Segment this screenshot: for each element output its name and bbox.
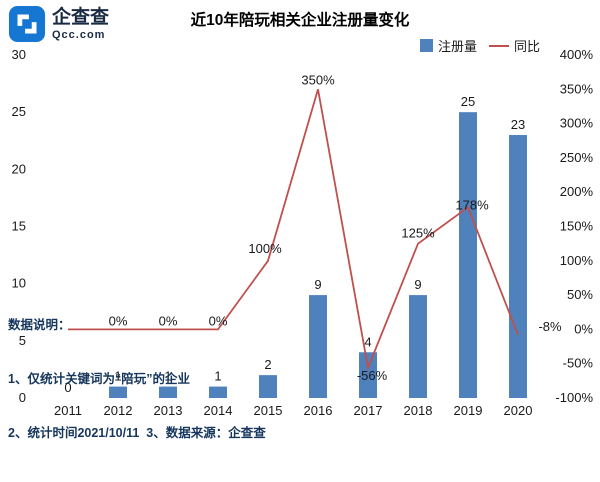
left-axis-tick: 10 <box>12 276 26 291</box>
bar-value-label: 1 <box>164 369 171 384</box>
yoy-value-label: -56% <box>357 368 388 383</box>
left-axis-tick: 5 <box>19 333 26 348</box>
registration-bar <box>159 386 177 398</box>
yoy-line <box>68 89 519 372</box>
bar-value-label: 25 <box>461 94 475 109</box>
right-axis-tick: 250% <box>560 150 594 165</box>
legend-label-registrations: 注册量 <box>437 39 477 54</box>
left-axis-tick: 0 <box>19 390 26 405</box>
bar-value-label: 4 <box>364 334 371 349</box>
registration-bar <box>259 375 277 398</box>
notes-heading: 数据说明： <box>8 318 71 332</box>
left-axis-tick: 20 <box>12 161 26 176</box>
yoy-value-label: 0% <box>209 313 228 328</box>
notes-line2: 2、统计时间2021/10/11 3、数据来源：企查查 <box>8 426 266 440</box>
x-axis-label: 2013 <box>154 403 183 418</box>
right-axis-tick: 200% <box>560 184 594 199</box>
qcc-logo-icon <box>8 5 46 43</box>
registration-bar <box>209 386 227 398</box>
bar-value-label: 2 <box>264 357 271 372</box>
registration-bar <box>359 352 377 398</box>
x-axis-label: 2014 <box>204 403 233 418</box>
registration-bar <box>309 295 327 398</box>
x-axis-label: 2015 <box>254 403 283 418</box>
yoy-value-label: -8% <box>538 319 562 334</box>
x-axis-label: 2020 <box>504 403 533 418</box>
notes-line1: 1、仅统计关键词为“陪玩”的企业 <box>8 372 190 386</box>
bar-value-label: 9 <box>314 277 321 292</box>
logo-text: 企查查 Qcc.com <box>52 7 109 42</box>
footer-notes: 数据说明： 1、仅统计关键词为“陪玩”的企业 2、统计时间2021/10/11 … <box>8 280 266 478</box>
right-axis-tick: 0% <box>574 321 593 336</box>
left-axis-tick: 15 <box>12 219 26 234</box>
x-axis-label: 2016 <box>304 403 333 418</box>
registration-bar <box>409 295 427 398</box>
right-axis-tick: 50% <box>567 287 593 302</box>
legend-item-registrations: 注册量 <box>419 36 477 55</box>
yoy-value-label: 100% <box>248 241 282 256</box>
x-axis-label: 2012 <box>104 403 133 418</box>
right-axis-tick: -100% <box>555 390 593 405</box>
registration-bar <box>459 112 477 399</box>
right-axis-tick: -50% <box>563 356 594 371</box>
yoy-value-label: 178% <box>455 197 489 212</box>
left-axis-tick: 25 <box>12 104 26 119</box>
right-axis-tick: 300% <box>560 116 594 131</box>
logo-name: 企查查 <box>52 6 110 28</box>
bar-swatch-icon <box>419 39 433 52</box>
line-swatch-icon <box>488 44 509 47</box>
right-axis-tick: 350% <box>560 81 594 96</box>
yoy-value-label: 125% <box>401 226 435 241</box>
logo-domain: Qcc.com <box>52 28 106 41</box>
right-axis-tick: 100% <box>560 253 594 268</box>
x-axis-label: 2019 <box>454 403 483 418</box>
bar-value-label: 0 <box>64 380 71 395</box>
right-axis-tick: 150% <box>560 219 594 234</box>
left-axis-tick: 30 <box>12 47 26 62</box>
registration-bar <box>509 135 527 399</box>
x-axis-label: 2011 <box>54 403 82 418</box>
yoy-value-label: 0% <box>159 313 178 328</box>
registration-bar <box>109 386 127 398</box>
qcc-logo: 企查查 Qcc.com <box>8 5 109 43</box>
chart-title: 近10年陪玩相关企业注册量变化 <box>190 12 410 29</box>
right-axis-tick: 400% <box>560 47 594 62</box>
yoy-value-label: 0% <box>109 313 128 328</box>
bar-value-label: 1 <box>214 369 221 384</box>
chart-legend: 注册量 同比 <box>419 36 540 55</box>
x-axis-label: 2018 <box>404 403 433 418</box>
x-axis-label: 2017 <box>354 403 383 418</box>
bar-value-label: 1 <box>114 369 121 384</box>
yoy-value-label: 350% <box>301 72 335 87</box>
bar-value-label: 9 <box>414 277 421 292</box>
legend-label-yoy: 同比 <box>513 39 540 54</box>
legend-item-yoy: 同比 <box>488 36 540 55</box>
bar-value-label: 23 <box>511 117 525 132</box>
